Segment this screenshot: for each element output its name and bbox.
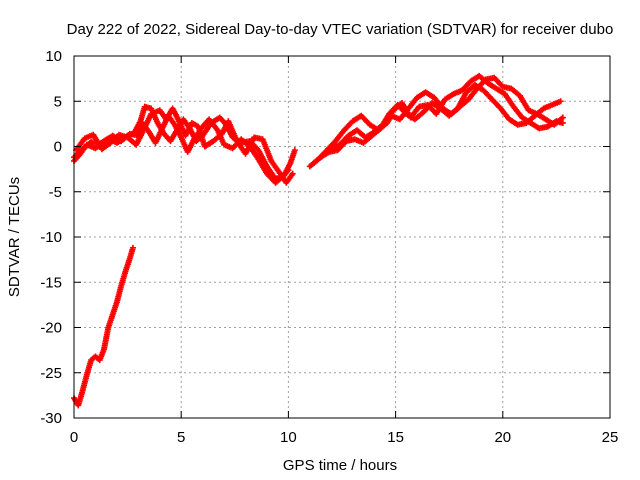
data-point: [557, 98, 564, 105]
x-axis-label: GPS time / hours: [283, 457, 397, 474]
chart-title: Day 222 of 2022, Sidereal Day-to-day VTE…: [67, 21, 614, 38]
y-tick-label: -15: [40, 274, 62, 291]
y-tick-label: -25: [40, 365, 62, 382]
y-tick-label: 10: [45, 48, 62, 65]
plot-area: [71, 72, 566, 409]
x-tick-label: 20: [494, 429, 511, 446]
y-tick-label: -10: [40, 229, 62, 246]
data-point: [559, 119, 566, 126]
y-axis-label: SDTVAR / TECUs: [6, 177, 23, 297]
data-point: [289, 170, 296, 177]
y-tick-label: -30: [40, 410, 62, 427]
y-tick-label: 5: [54, 93, 62, 110]
data-point: [291, 147, 298, 154]
x-tick-label: 15: [387, 429, 404, 446]
axis-ticks: 0 5 10 15 20 25 -30 -25 -20 -15 -10 -5 0 5 10: [40, 48, 618, 446]
x-tick-label: 5: [177, 429, 185, 446]
x-tick-label: 10: [280, 429, 297, 446]
x-tick-label: 0: [70, 429, 78, 446]
data-point: [129, 244, 136, 251]
data-point: [559, 114, 566, 121]
y-tick-label: 0: [54, 139, 62, 156]
y-tick-label: -20: [40, 320, 62, 337]
x-tick-label: 25: [602, 429, 619, 446]
y-tick-label: -5: [49, 184, 62, 201]
data-point: [285, 167, 292, 174]
